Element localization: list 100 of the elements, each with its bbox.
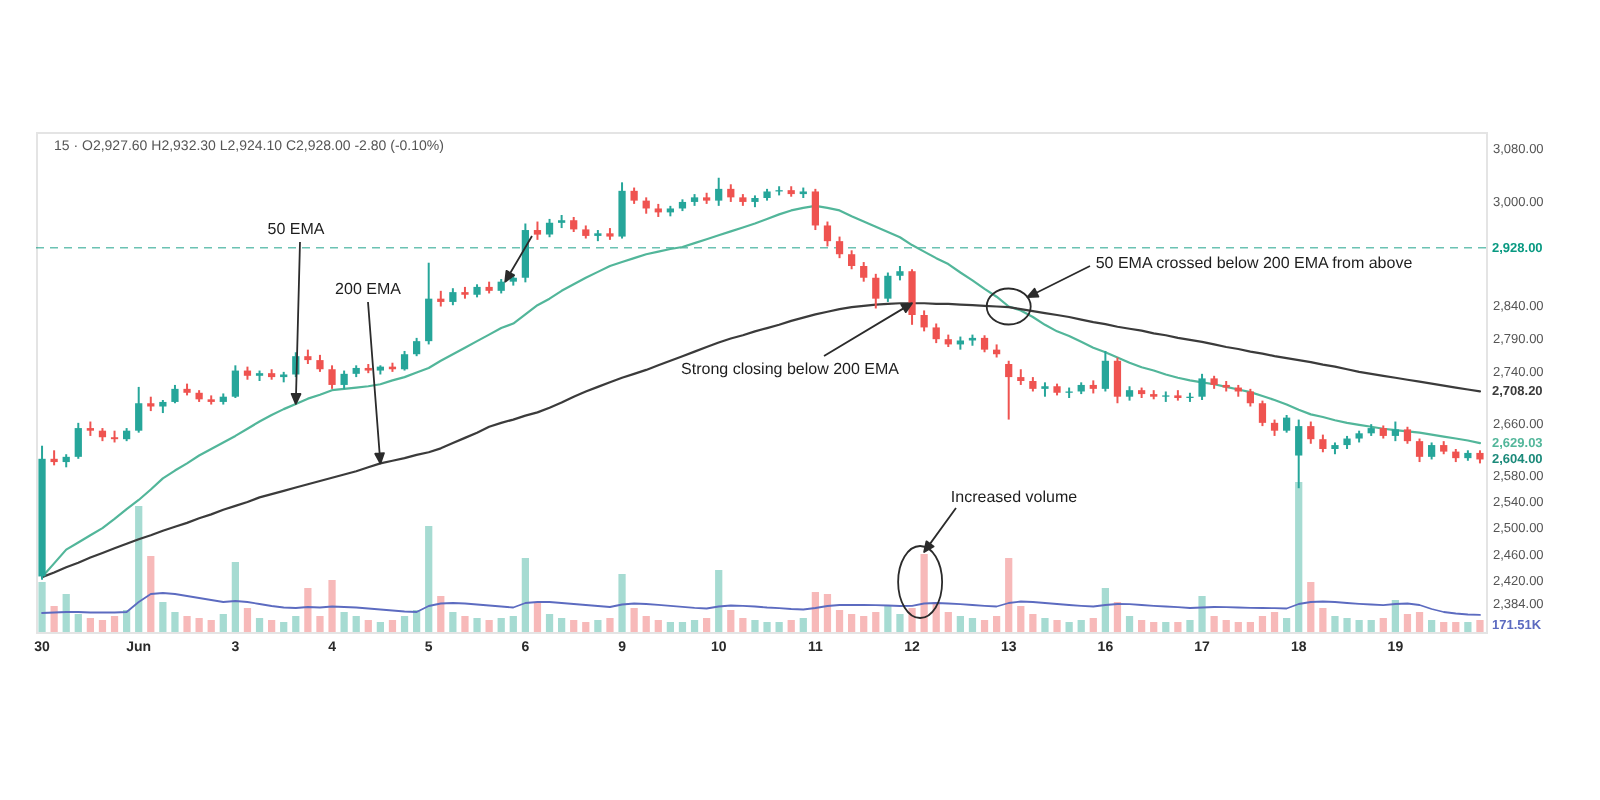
bar <box>1270 612 1279 632</box>
bar <box>74 614 82 632</box>
candlestick <box>533 220 542 241</box>
bar <box>1210 616 1218 632</box>
candlestick <box>1113 356 1122 405</box>
candlestick <box>884 271 892 303</box>
bar <box>497 618 505 632</box>
candlestick <box>545 217 554 239</box>
bar <box>594 620 602 632</box>
bar <box>243 608 252 632</box>
bar <box>533 602 542 632</box>
bar <box>255 618 264 632</box>
candlestick <box>135 385 143 434</box>
bar <box>1246 622 1254 632</box>
bar <box>1198 596 1206 632</box>
candlestick <box>1101 349 1109 393</box>
bar <box>896 614 904 632</box>
bar <box>727 610 735 632</box>
bar <box>1258 616 1267 632</box>
bar <box>376 622 384 632</box>
bar <box>1428 620 1436 632</box>
candlestick <box>425 261 433 346</box>
bar <box>848 614 856 632</box>
bar <box>920 554 928 632</box>
bar <box>1089 618 1097 632</box>
bar <box>1476 620 1484 632</box>
bar <box>558 618 566 632</box>
bar <box>884 606 892 632</box>
bar <box>1065 622 1073 632</box>
bar <box>304 588 312 632</box>
bar <box>1234 622 1242 632</box>
bar <box>1053 620 1061 632</box>
bar <box>630 608 638 632</box>
bar <box>1367 620 1375 632</box>
bar <box>62 594 70 632</box>
bar <box>1186 620 1194 632</box>
bar <box>147 556 155 632</box>
bar <box>1113 602 1122 632</box>
bar <box>485 620 493 632</box>
bar <box>1101 588 1109 632</box>
bar <box>461 616 469 632</box>
bar <box>642 616 650 632</box>
candlestick <box>521 222 529 284</box>
bar <box>654 620 662 632</box>
annotation: 50 EMA <box>267 220 326 238</box>
bar <box>388 620 397 632</box>
bar <box>678 622 687 632</box>
candlestick <box>1391 420 1399 443</box>
bar <box>292 616 300 632</box>
bar <box>364 620 372 632</box>
candlestick <box>811 187 819 232</box>
bar <box>1077 620 1085 632</box>
bar <box>1150 622 1158 632</box>
bar <box>1138 620 1146 632</box>
bar <box>449 612 457 632</box>
bar <box>195 618 203 632</box>
bar <box>219 614 227 632</box>
bar <box>316 616 324 632</box>
candlestick <box>1307 420 1315 445</box>
bar <box>159 602 167 632</box>
bar <box>1464 622 1472 632</box>
candlestick <box>1005 359 1013 421</box>
bar <box>570 620 578 632</box>
bar <box>98 620 107 632</box>
bar <box>835 610 844 632</box>
bar <box>86 618 94 632</box>
bar <box>582 622 590 632</box>
bar <box>400 616 409 632</box>
bar <box>328 580 336 632</box>
bar <box>268 620 276 632</box>
bar <box>908 608 916 632</box>
candlestick <box>715 176 723 207</box>
bar <box>944 612 952 632</box>
bar <box>425 526 433 632</box>
candlestick <box>171 383 179 405</box>
annotation: 50 EMA crossed below 200 EMA from above <box>1095 254 1414 272</box>
bar <box>823 594 832 632</box>
bar <box>183 616 191 632</box>
bar <box>775 622 783 632</box>
bar <box>1162 622 1170 632</box>
bar <box>751 620 759 632</box>
bar <box>1319 608 1327 632</box>
candlestick <box>340 369 348 390</box>
bar <box>38 582 46 632</box>
bar <box>135 506 143 632</box>
bar <box>1440 622 1448 632</box>
bar <box>799 618 807 632</box>
bar <box>1343 618 1351 632</box>
candlestick <box>231 364 239 400</box>
candlestick <box>860 261 868 283</box>
candlestick <box>618 181 626 240</box>
bar <box>1017 606 1025 632</box>
bar <box>1355 620 1363 632</box>
bar <box>473 618 481 632</box>
bar <box>1222 620 1230 632</box>
bar <box>207 620 215 632</box>
annotation: Strong closing below 200 EMA <box>681 360 901 378</box>
bar <box>666 622 674 632</box>
bar <box>1391 600 1399 632</box>
bar <box>811 592 819 632</box>
